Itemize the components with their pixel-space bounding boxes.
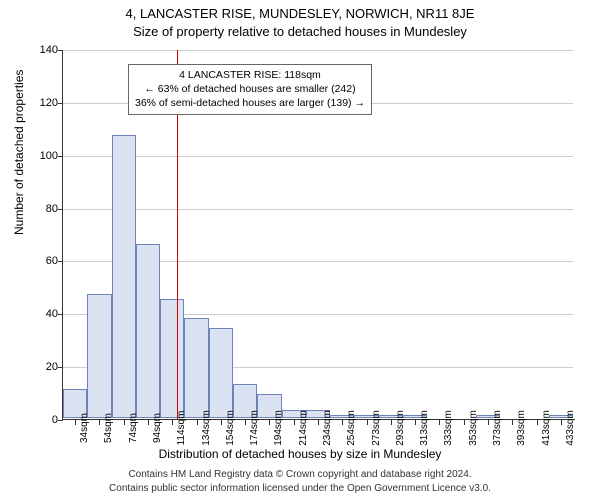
ytick-label: 20	[28, 361, 58, 373]
ytick-mark	[58, 156, 63, 157]
xtick-mark	[318, 420, 319, 425]
gridline	[63, 209, 573, 210]
ytick-mark	[58, 420, 63, 421]
chart-area: 34sqm54sqm74sqm94sqm114sqm134sqm154sqm17…	[62, 50, 572, 420]
xtick-mark	[269, 420, 270, 425]
ytick-mark	[58, 261, 63, 262]
xtick-mark	[124, 420, 125, 425]
xtick-mark	[464, 420, 465, 425]
ytick-label: 100	[28, 150, 58, 162]
chart-title: Size of property relative to detached ho…	[0, 21, 600, 39]
x-axis-label: Distribution of detached houses by size …	[0, 447, 600, 461]
ytick-label: 60	[28, 255, 58, 267]
ytick-label: 140	[28, 44, 58, 56]
ytick-mark	[58, 367, 63, 368]
xtick-mark	[99, 420, 100, 425]
ytick-label: 120	[28, 97, 58, 109]
xtick-label: 313sqm	[419, 410, 430, 446]
xtick-mark	[342, 420, 343, 425]
chart-supertitle: 4, LANCASTER RISE, MUNDESLEY, NORWICH, N…	[0, 0, 600, 21]
xtick-mark	[488, 420, 489, 425]
annotation-box: 4 LANCASTER RISE: 118sqm ← 63% of detach…	[128, 64, 372, 115]
xtick-mark	[537, 420, 538, 425]
xtick-mark	[415, 420, 416, 425]
histogram-bar	[87, 294, 111, 418]
xtick-mark	[221, 420, 222, 425]
annotation-line1: 4 LANCASTER RISE: 118sqm	[135, 68, 365, 82]
xtick-mark	[391, 420, 392, 425]
xtick-mark	[367, 420, 368, 425]
histogram-bar	[184, 318, 208, 418]
chart-container: 4, LANCASTER RISE, MUNDESLEY, NORWICH, N…	[0, 0, 600, 500]
footer-line1: Contains HM Land Registry data © Crown c…	[0, 469, 600, 480]
xtick-mark	[197, 420, 198, 425]
xtick-label: 393sqm	[516, 410, 527, 446]
gridline	[63, 50, 573, 51]
xtick-mark	[75, 420, 76, 425]
gridline	[63, 156, 573, 157]
ytick-label: 80	[28, 203, 58, 215]
annotation-line2: ← 63% of detached houses are smaller (24…	[135, 82, 365, 96]
xtick-mark	[148, 420, 149, 425]
xtick-label: 373sqm	[492, 410, 503, 446]
xtick-mark	[439, 420, 440, 425]
histogram-bar	[160, 299, 184, 418]
annotation-line3: 36% of semi-detached houses are larger (…	[135, 96, 365, 110]
ytick-label: 0	[28, 414, 58, 426]
xtick-mark	[245, 420, 246, 425]
footer-line2: Contains public sector information licen…	[0, 483, 600, 494]
ytick-mark	[58, 50, 63, 51]
xtick-label: 333sqm	[443, 410, 454, 446]
histogram-bar	[136, 244, 160, 418]
xtick-label: 433sqm	[565, 410, 576, 446]
xtick-mark	[294, 420, 295, 425]
histogram-bar	[112, 135, 136, 418]
xtick-mark	[561, 420, 562, 425]
xtick-mark	[172, 420, 173, 425]
y-axis-label: Number of detached properties	[12, 70, 26, 235]
ytick-mark	[58, 314, 63, 315]
xtick-mark	[512, 420, 513, 425]
ytick-label: 40	[28, 308, 58, 320]
histogram-bar	[209, 328, 233, 418]
ytick-mark	[58, 103, 63, 104]
ytick-mark	[58, 209, 63, 210]
